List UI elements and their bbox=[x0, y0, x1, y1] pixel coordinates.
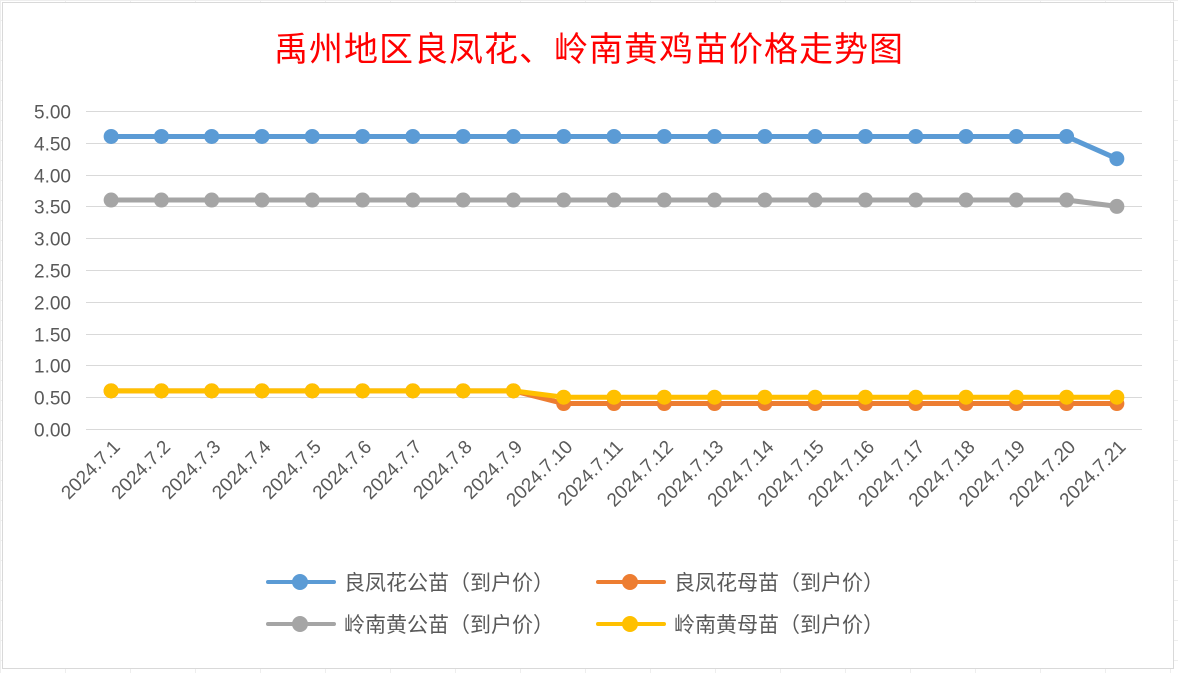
data-point bbox=[505, 128, 521, 144]
legend-key-2 bbox=[266, 614, 336, 634]
data-point bbox=[103, 383, 119, 399]
y-tick-label: 3.50 bbox=[34, 198, 71, 219]
legend-item-1: 良凤花母苗（到户价） bbox=[596, 568, 884, 596]
data-point bbox=[355, 192, 371, 208]
data-point bbox=[1008, 128, 1024, 144]
data-point bbox=[908, 389, 924, 405]
data-point bbox=[606, 192, 622, 208]
data-point bbox=[304, 192, 320, 208]
data-point bbox=[455, 383, 471, 399]
legend-label-0: 良凤花公苗（到户价） bbox=[344, 571, 554, 595]
y-tick-label: 0.50 bbox=[34, 389, 71, 410]
data-point bbox=[807, 389, 823, 405]
data-point bbox=[204, 128, 220, 144]
data-point bbox=[1059, 389, 1075, 405]
y-tick-label: 5.00 bbox=[34, 103, 71, 124]
data-point bbox=[505, 383, 521, 399]
data-point bbox=[857, 128, 873, 144]
data-point bbox=[304, 383, 320, 399]
y-tick-label: 3.00 bbox=[34, 230, 71, 251]
data-point bbox=[355, 383, 371, 399]
data-point bbox=[1109, 389, 1125, 405]
y-tick-label: 2.00 bbox=[34, 294, 71, 315]
y-tick-label: 4.00 bbox=[34, 167, 71, 188]
data-point bbox=[505, 192, 521, 208]
data-point bbox=[254, 192, 270, 208]
series-0 bbox=[103, 128, 1125, 167]
y-tick-label: 0.00 bbox=[34, 421, 71, 442]
y-tick-label: 2.50 bbox=[34, 262, 71, 283]
data-point bbox=[807, 128, 823, 144]
data-point bbox=[103, 192, 119, 208]
data-point bbox=[857, 192, 873, 208]
data-point bbox=[757, 128, 773, 144]
legend-label-1: 良凤花母苗（到户价） bbox=[674, 571, 884, 595]
gridlines bbox=[86, 111, 1142, 430]
data-point bbox=[204, 383, 220, 399]
data-point bbox=[958, 389, 974, 405]
data-point bbox=[757, 389, 773, 405]
y-tick-label: 4.50 bbox=[34, 135, 71, 156]
data-point bbox=[153, 128, 169, 144]
series-3 bbox=[103, 383, 1125, 405]
data-point bbox=[204, 192, 220, 208]
data-point bbox=[707, 192, 723, 208]
y-tick-label: 1.00 bbox=[34, 357, 71, 378]
data-point bbox=[153, 383, 169, 399]
data-point bbox=[707, 389, 723, 405]
y-tick-label: 1.50 bbox=[34, 326, 71, 347]
data-point bbox=[1008, 389, 1024, 405]
data-point bbox=[1059, 128, 1075, 144]
legend-key-3 bbox=[596, 614, 666, 634]
data-point bbox=[405, 383, 421, 399]
data-point bbox=[1109, 151, 1125, 167]
data-point bbox=[707, 128, 723, 144]
legend-key-0 bbox=[266, 572, 336, 592]
data-point bbox=[103, 128, 119, 144]
data-point bbox=[656, 128, 672, 144]
chart-title: 禹州地区良凤花、岭南黄鸡苗价格走势图 bbox=[274, 30, 904, 70]
x-axis-tick-labels: 2024.7.12024.7.22024.7.32024.7.42024.7.5… bbox=[58, 436, 1131, 511]
legend-item-3: 岭南黄母苗（到户价） bbox=[596, 610, 884, 638]
data-point bbox=[1008, 192, 1024, 208]
data-point bbox=[606, 389, 622, 405]
data-point bbox=[405, 128, 421, 144]
data-point bbox=[1059, 192, 1075, 208]
y-axis-tick-labels: 0.00 0.50 1.00 1.50 2.00 2.50 3.00 3.50 4.00 4.50… bbox=[34, 103, 71, 442]
data-point bbox=[254, 383, 270, 399]
data-point bbox=[355, 128, 371, 144]
legend-label-3: 岭南黄母苗（到户价） bbox=[674, 613, 884, 637]
legend-item-2: 岭南黄公苗（到户价） bbox=[266, 610, 554, 638]
data-point bbox=[1109, 198, 1125, 214]
data-point bbox=[656, 192, 672, 208]
data-point bbox=[606, 128, 622, 144]
legend-label-2: 岭南黄公苗（到户价） bbox=[344, 613, 554, 637]
data-point bbox=[153, 192, 169, 208]
series-lines bbox=[103, 128, 1125, 412]
legend-key-1 bbox=[596, 572, 666, 592]
data-point bbox=[958, 128, 974, 144]
data-point bbox=[304, 128, 320, 144]
data-point bbox=[556, 389, 572, 405]
data-point bbox=[556, 192, 572, 208]
data-point bbox=[857, 389, 873, 405]
data-point bbox=[958, 192, 974, 208]
data-point bbox=[405, 192, 421, 208]
data-point bbox=[455, 192, 471, 208]
legend-item-0: 良凤花公苗（到户价） bbox=[266, 568, 554, 596]
data-point bbox=[254, 128, 270, 144]
data-point bbox=[807, 192, 823, 208]
data-point bbox=[757, 192, 773, 208]
data-point bbox=[455, 128, 471, 144]
data-point bbox=[908, 128, 924, 144]
data-point bbox=[908, 192, 924, 208]
series-2 bbox=[103, 192, 1125, 214]
data-point bbox=[656, 389, 672, 405]
data-point bbox=[556, 128, 572, 144]
